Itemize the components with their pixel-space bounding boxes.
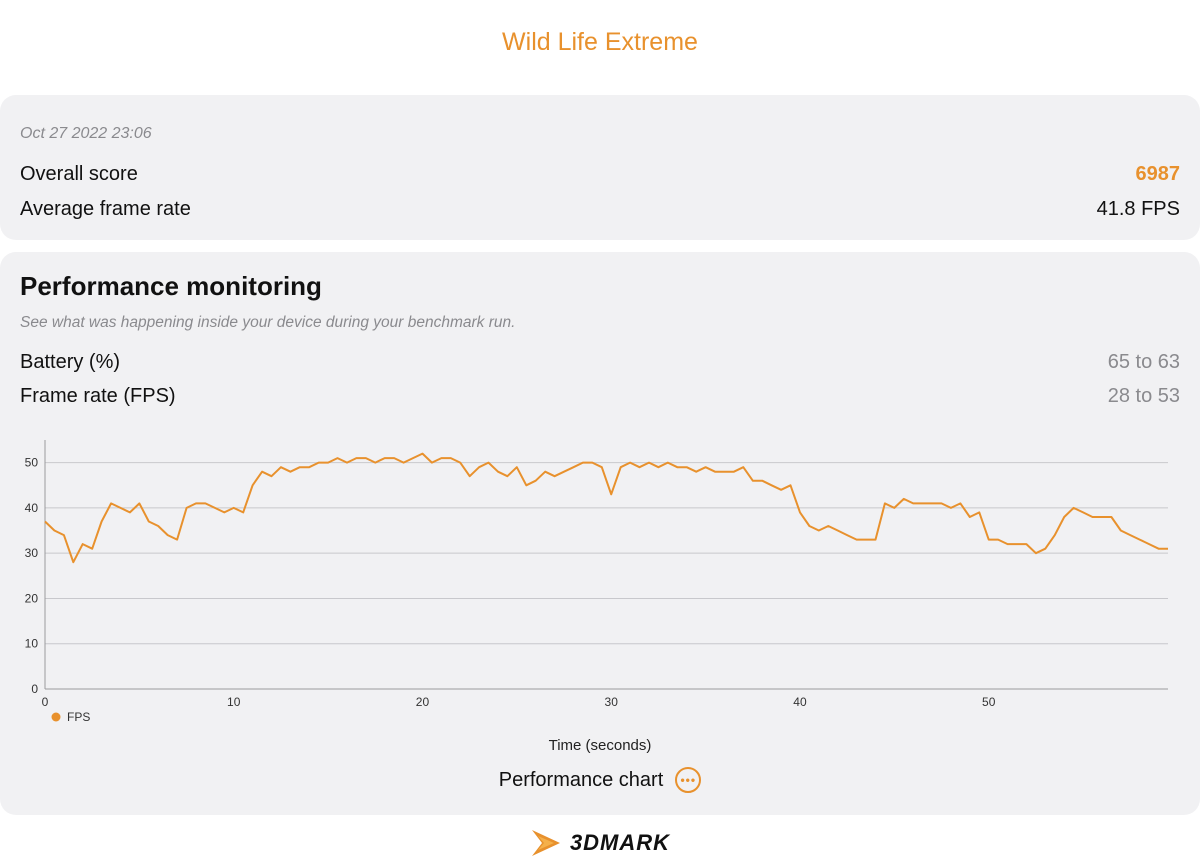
x-tick-label: 40 xyxy=(793,695,807,709)
framerate-label: Frame rate (FPS) xyxy=(20,385,176,407)
performance-title: Performance monitoring xyxy=(20,271,322,301)
x-tick-label: 30 xyxy=(605,695,619,709)
more-options-icon[interactable]: ••• xyxy=(675,767,702,793)
avg-frame-rate-label: Average frame rate xyxy=(20,198,191,220)
y-tick-label: 30 xyxy=(25,546,39,560)
legend-dot-fps xyxy=(51,712,61,722)
x-tick-label: 50 xyxy=(982,695,996,709)
overall-score-label: Overall score xyxy=(20,163,138,185)
legend-label-fps: FPS xyxy=(67,710,90,724)
performance-chart-label: Performance chart xyxy=(498,768,664,791)
x-axis-title: Time (seconds) xyxy=(548,737,652,754)
x-tick-label: 20 xyxy=(416,695,430,709)
brand-name: 3DMARK xyxy=(569,830,671,855)
x-tick-label: 0 xyxy=(42,695,49,709)
overall-score-value: 6987 xyxy=(1135,163,1181,185)
x-tick-label: 10 xyxy=(227,695,241,709)
battery-label: Battery (%) xyxy=(20,351,121,373)
battery-range: 65 to 63 xyxy=(1107,351,1180,373)
y-tick-label: 0 xyxy=(31,682,38,696)
y-tick-label: 40 xyxy=(25,501,39,515)
framerate-range: 28 to 53 xyxy=(1107,385,1180,407)
avg-frame-rate-value: 41.8 FPS xyxy=(1096,198,1180,220)
y-tick-label: 20 xyxy=(25,591,39,605)
page-title: Wild Life Extreme xyxy=(502,28,698,56)
result-date: Oct 27 2022 23:06 xyxy=(20,125,152,142)
chart-footer: Performance chart ••• xyxy=(0,767,1200,793)
summary-card xyxy=(0,95,1200,240)
brand-logo: 3DMARK xyxy=(0,826,1200,860)
fps-series-line xyxy=(44,452,1168,564)
3dmark-logo-icon xyxy=(531,830,560,856)
fps-chart: 0 10 20 30 40 50 0 10 20 30 40 50 FPS xyxy=(25,440,1168,724)
y-tick-label: 10 xyxy=(25,637,39,651)
y-tick-label: 50 xyxy=(25,456,39,470)
performance-card xyxy=(0,252,1200,815)
performance-subtitle: See what was happening inside your devic… xyxy=(20,314,516,331)
